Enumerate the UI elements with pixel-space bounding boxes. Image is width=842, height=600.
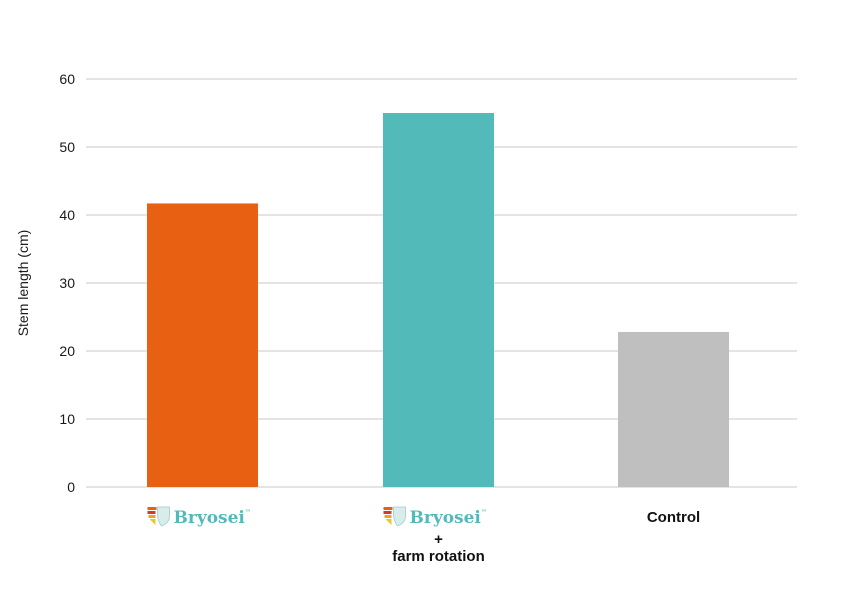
bar-bryosei [147, 203, 258, 487]
y-tick-label: 40 [59, 207, 75, 223]
y-tick-label: 50 [59, 139, 75, 155]
bryosei-brand-text: Bryosei™ [410, 508, 487, 528]
y-tick-label: 10 [59, 411, 75, 427]
x-category-text: + [434, 531, 443, 548]
y-tick-label: 20 [59, 343, 75, 359]
bar-control [618, 331, 729, 487]
bryosei-brand-text: Bryosei™ [174, 508, 251, 528]
x-category-text: farm rotation [392, 548, 485, 565]
y-tick-label: 60 [59, 71, 75, 87]
category-label: Bryosei™ +farm rotation [383, 506, 487, 565]
y-tick-label: 30 [59, 275, 75, 291]
bryosei-logo-icon [383, 506, 406, 527]
bryosei-logo-icon [147, 506, 170, 527]
category-label: Control [647, 509, 700, 526]
y-axis-ticks: 0 10 20 30 40 50 60 [59, 71, 75, 495]
y-axis-title: Stem length (cm) [15, 230, 31, 337]
x-category-text: Control [647, 509, 700, 526]
x-axis-category-labels: Bryosei™ Bryosei™ +farm rotation Control [147, 506, 700, 565]
bars [147, 113, 729, 487]
y-tick-label: 0 [67, 479, 75, 495]
category-label: Bryosei™ [147, 506, 251, 528]
bar-bryosei-farm-rotation [383, 113, 494, 487]
